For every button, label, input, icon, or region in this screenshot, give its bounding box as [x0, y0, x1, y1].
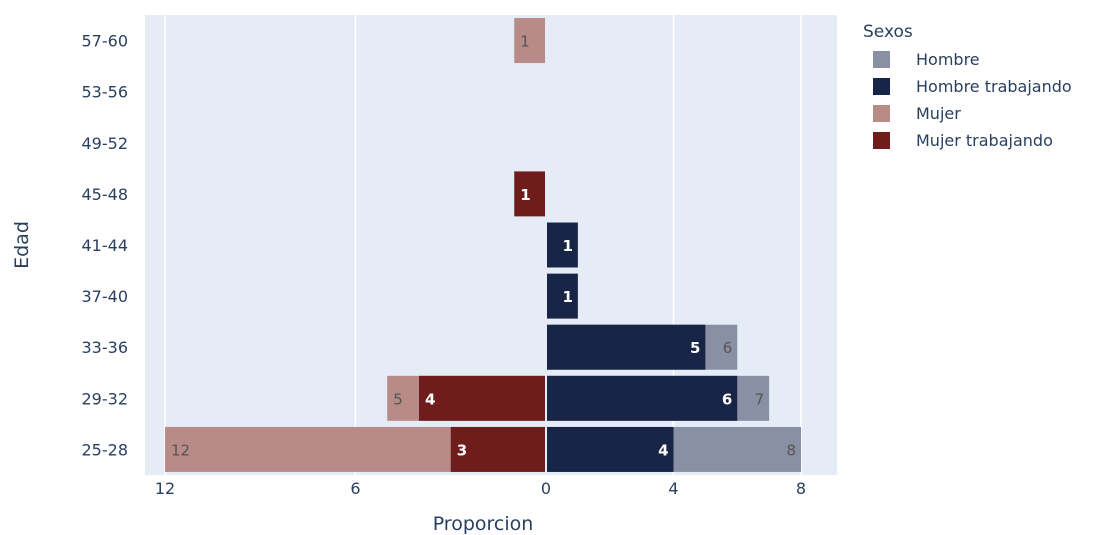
legend-swatch: [873, 105, 890, 122]
bar-label: 5: [690, 339, 700, 357]
x-tick-label: 12: [155, 479, 175, 498]
legend-title: Sexos: [863, 22, 913, 42]
x-tick-label: 8: [796, 479, 806, 498]
bar-label: 1: [520, 186, 530, 204]
y-axis-ticks: 25-28 29-32 33-36 37-40 41-44 45-48 49-52 53-56…: [82, 32, 129, 460]
bar: [547, 426, 674, 472]
legend-label: Hombre: [916, 50, 980, 69]
y-tick-label: 37-40: [82, 287, 129, 306]
x-tick-label: 0: [541, 479, 551, 498]
bar-label: 7: [755, 390, 765, 408]
legend-item-hombre[interactable]: Hombre: [863, 46, 1072, 73]
legend-item-mujer-trabajando[interactable]: Mujer trabajando: [863, 127, 1072, 154]
y-tick-label: 29-32: [82, 389, 129, 408]
legend-label: Mujer: [916, 104, 961, 123]
y-axis-title: Edad: [11, 221, 33, 269]
bar: [419, 375, 545, 421]
bar-label: 5: [393, 390, 403, 408]
bar-label: 4: [425, 390, 435, 408]
y-tick-label: 33-36: [82, 338, 129, 357]
legend-item-mujer[interactable]: Mujer: [863, 100, 1072, 127]
bar-label: 12: [171, 441, 190, 459]
legend: Sexos Hombre Hombre trabajando Mujer Muj…: [863, 22, 1072, 154]
bar: [547, 273, 578, 319]
x-tick-label: 4: [668, 479, 678, 498]
bar: [514, 171, 545, 217]
bar-label: 1: [562, 237, 572, 255]
bar-label: 1: [562, 288, 572, 306]
bar: [514, 18, 545, 64]
y-tick-label: 49-52: [82, 134, 129, 153]
bar-label: 6: [722, 390, 732, 408]
y-tick-label: 25-28: [82, 440, 129, 459]
y-tick-label: 53-56: [82, 83, 129, 102]
legend-swatch: [873, 78, 890, 95]
legend-label: Mujer trabajando: [916, 131, 1053, 150]
legend-item-hombre-trabajando[interactable]: Hombre trabajando: [863, 73, 1072, 100]
bar-label: 6: [723, 339, 733, 357]
bar: [547, 222, 578, 268]
bar-label: 8: [786, 441, 796, 459]
y-tick-label: 45-48: [82, 185, 129, 204]
bar-label: 4: [658, 441, 668, 459]
bar: [547, 324, 706, 370]
y-tick-label: 41-44: [82, 236, 129, 255]
bars: [165, 18, 801, 472]
legend-label: Hombre trabajando: [916, 77, 1072, 96]
bar: [450, 426, 545, 472]
bar-labels: 8 7 6 4 6 5 1 1 12 5 1 3 4 1: [171, 33, 796, 460]
legend-swatch: [873, 51, 890, 68]
x-tick-label: 6: [350, 479, 360, 498]
bar: [547, 375, 738, 421]
y-tick-label: 57-60: [82, 32, 129, 51]
x-axis-title: Proporcion: [433, 513, 534, 535]
bar-label: 1: [520, 33, 530, 51]
legend-swatch: [873, 132, 890, 149]
x-axis-ticks: 12 6 0 4 8: [155, 479, 806, 498]
bar-label: 3: [457, 441, 467, 459]
